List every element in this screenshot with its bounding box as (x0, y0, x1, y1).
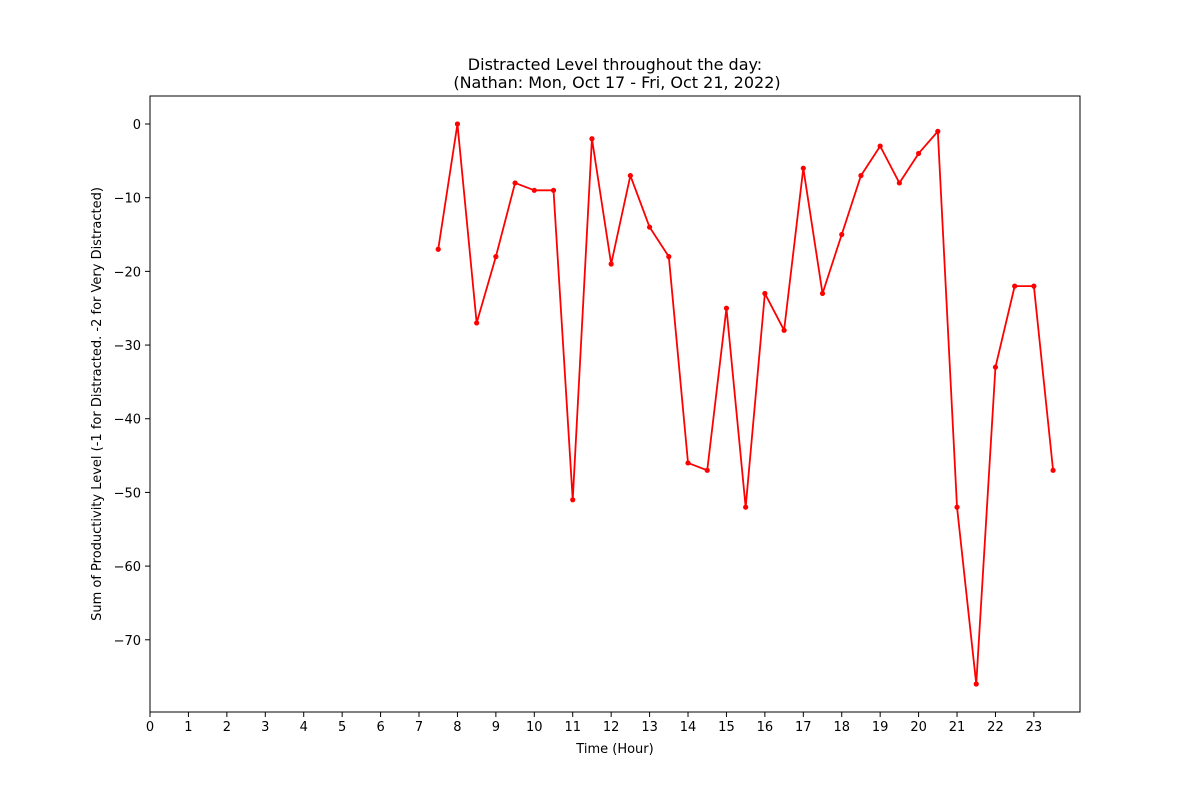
x-tick-label: 5 (338, 720, 346, 735)
x-tick-label: 8 (453, 720, 461, 735)
data-point (512, 180, 518, 186)
x-tick-label: 15 (718, 720, 735, 735)
data-point (474, 320, 480, 326)
data-point (915, 150, 922, 157)
data-point (858, 172, 864, 179)
x-tick-label: 2 (223, 720, 231, 735)
x-tick-label: 18 (833, 720, 850, 735)
y-tick-label: −10 (114, 192, 141, 207)
y-tick-label: −40 (114, 413, 141, 428)
x-tick-label: 16 (757, 720, 774, 735)
x-tick-label: 20 (910, 720, 927, 735)
series-line (437, 123, 1054, 685)
chart-subtitle: (Nathan: Mon, Oct 17 - Fri, Oct 21, 2022… (453, 73, 780, 92)
data-point (743, 504, 749, 510)
x-tick-label: 7 (415, 720, 423, 735)
x-tick-label: 23 (1026, 720, 1043, 735)
data-point (877, 143, 883, 149)
y-tick-label: 0 (133, 118, 141, 133)
data-point (896, 180, 902, 186)
data-point (685, 460, 691, 466)
y-tick-label: −60 (114, 560, 141, 575)
x-tick-label: 6 (376, 720, 384, 735)
data-point (666, 254, 672, 260)
data-point (704, 467, 710, 473)
data-point (800, 165, 806, 171)
data-point (646, 224, 653, 230)
plot-area: 0 1 2 3 4 5 6 7 8 9 10 11 12 13 14 15 16 17 18 19 20 21 22 230−… (114, 95, 1081, 735)
chart-title: Distracted Level throughout the day: (468, 55, 762, 74)
y-tick-label: −70 (114, 634, 141, 649)
x-tick-label: 17 (795, 720, 812, 735)
x-tick-label: 13 (641, 720, 658, 735)
data-point (819, 290, 826, 297)
data-point (1031, 283, 1037, 289)
x-tick-label: 11 (564, 720, 581, 735)
x-tick-label: 12 (603, 720, 620, 735)
x-tick-label: 3 (261, 720, 269, 735)
data-point (935, 128, 941, 134)
data-point (493, 254, 499, 260)
data-point (954, 504, 960, 510)
data-point (973, 681, 979, 687)
x-tick-label: 9 (492, 720, 500, 735)
data-point (570, 497, 576, 503)
x-tick-label: 1 (184, 720, 192, 735)
x-tick-label: 0 (146, 720, 154, 735)
data-point (992, 364, 999, 370)
data-point (762, 290, 768, 297)
data-point (1050, 467, 1056, 473)
data-point (839, 231, 845, 238)
data-point (723, 305, 730, 311)
x-axis-label: Time (Hour) (575, 742, 653, 757)
data-point (627, 172, 633, 179)
plot-frame (149, 95, 1081, 713)
y-tick-label: −50 (114, 486, 141, 501)
data-point (1012, 283, 1018, 289)
data-point (435, 246, 441, 252)
y-axis-label: Sum of Productivity Level (-1 for Distra… (90, 187, 105, 621)
x-tick-label: 22 (987, 720, 1004, 735)
y-tick-label: −20 (114, 265, 141, 280)
x-tick-label: 4 (300, 720, 308, 735)
data-point (608, 261, 614, 267)
x-tick-label: 10 (526, 720, 543, 735)
data-point (454, 121, 461, 127)
data-point (550, 187, 557, 193)
x-tick-label: 21 (949, 720, 966, 735)
data-point (531, 187, 537, 193)
y-tick-label: −30 (114, 339, 141, 354)
x-tick-label: 14 (680, 720, 697, 735)
data-point (781, 327, 787, 333)
x-tick-label: 19 (872, 720, 889, 735)
data-point (589, 136, 595, 142)
